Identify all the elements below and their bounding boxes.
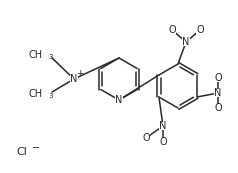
Bar [214, 104, 222, 112]
Text: N: N [159, 121, 167, 131]
Bar [214, 89, 222, 97]
Text: −: − [32, 143, 40, 153]
Bar [159, 138, 167, 146]
Text: O: O [214, 103, 222, 113]
Bar [182, 38, 190, 46]
Text: N: N [182, 37, 190, 47]
Bar [70, 75, 78, 83]
Text: 3: 3 [48, 54, 53, 60]
Bar [214, 74, 222, 82]
Bar [159, 122, 167, 130]
Text: +: + [76, 70, 84, 79]
Text: O: O [159, 137, 167, 147]
Text: N: N [115, 95, 123, 105]
Text: N: N [70, 74, 78, 84]
Text: O: O [214, 73, 222, 83]
Text: O: O [142, 133, 150, 143]
Text: N: N [214, 88, 222, 98]
Text: Cl: Cl [17, 147, 27, 157]
Text: 3: 3 [48, 93, 53, 99]
Bar [142, 134, 150, 142]
Bar [168, 26, 176, 34]
Text: CH: CH [29, 89, 43, 99]
Bar [115, 96, 123, 104]
Text: O: O [196, 25, 204, 35]
Text: CH: CH [29, 50, 43, 60]
Bar [196, 26, 204, 34]
Text: O: O [168, 25, 176, 35]
